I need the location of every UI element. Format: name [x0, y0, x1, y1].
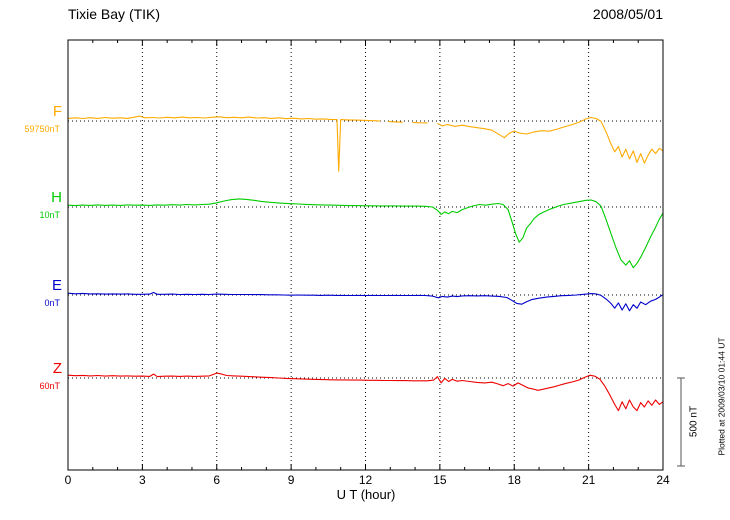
series-label-F: F: [52, 103, 62, 120]
series-baseline-value-H: 10nT: [39, 210, 60, 220]
series-label-H: H: [51, 189, 62, 206]
x-tick-label: 3: [139, 473, 146, 487]
x-tick-label: 18: [507, 473, 521, 487]
trace-F: [437, 116, 664, 164]
x-tick-label: 6: [213, 473, 221, 487]
scale-bar-label: 500 nT: [688, 405, 700, 438]
x-tick-label: 12: [358, 473, 373, 487]
x-tick-label: 15: [433, 473, 447, 487]
x-tick-label: 24: [656, 473, 670, 487]
x-axis-label: U T (hour): [336, 487, 396, 502]
x-tick-label: 21: [581, 473, 596, 487]
date-label: 2008/05/01: [592, 6, 663, 22]
page-title: Tixie Bay (TIK): [68, 6, 161, 22]
trace-E: [67, 291, 664, 312]
x-tick-label: 0: [64, 473, 72, 487]
x-tick-label: 9: [287, 473, 295, 487]
series-baseline-value-F: 59750nT: [24, 124, 60, 134]
plotted-at-note: Plotted at 2009/03/10 01:44 UT: [716, 337, 727, 456]
series-baseline-value-E: 0nT: [44, 298, 60, 308]
series-baseline-value-Z: 60nT: [39, 381, 60, 391]
trace-F: [67, 115, 381, 172]
plot-frame: [67, 39, 664, 471]
trace-Z: [67, 372, 664, 412]
trace-F: [412, 121, 428, 124]
trace-F: [387, 120, 403, 123]
series-label-Z: Z: [52, 360, 62, 377]
trace-H: [67, 198, 664, 269]
series-label-E: E: [51, 277, 62, 294]
